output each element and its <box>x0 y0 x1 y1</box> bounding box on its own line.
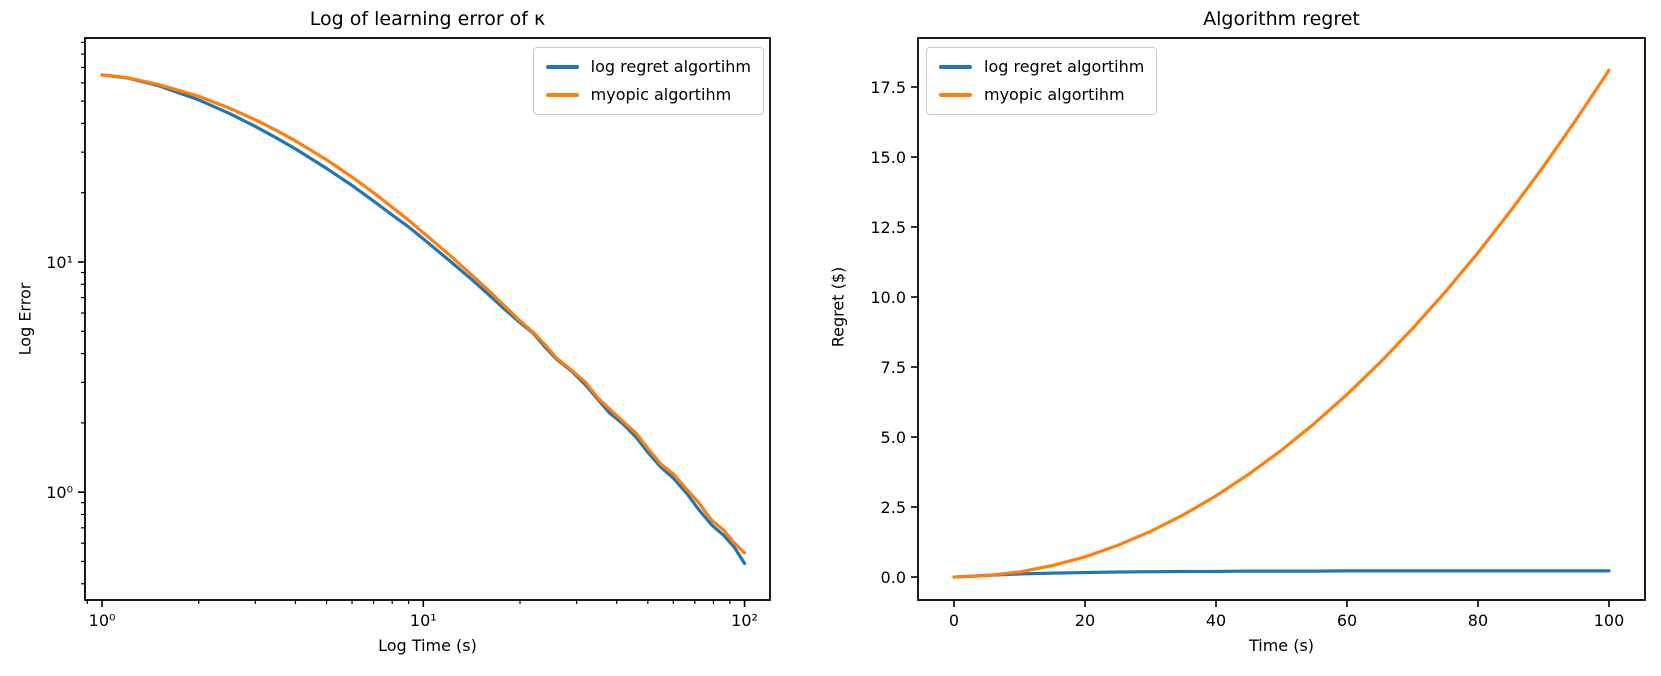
legend-item: log regret algortihm <box>545 57 751 77</box>
legend-item: log regret algortihm <box>939 57 1144 77</box>
y-tick-label: 12.5 <box>870 218 906 237</box>
y-tick-label: 10¹ <box>46 253 73 272</box>
legend-label: log regret algortihm <box>590 57 751 76</box>
x-tick-label: 10⁰ <box>89 611 116 630</box>
axes-spines <box>917 37 1646 601</box>
x-tick-label: 80 <box>1468 611 1488 630</box>
y-tick-label: 15.0 <box>870 148 906 167</box>
x-tick-label: 100 <box>1594 611 1625 630</box>
x-tick-label: 20 <box>1075 611 1095 630</box>
y-tick-label: 17.5 <box>870 78 906 97</box>
y-tick-label: 7.5 <box>881 358 906 377</box>
x-tick-label: 0 <box>949 611 959 630</box>
x-tick-label: 40 <box>1206 611 1226 630</box>
legend-line-orange <box>939 93 972 97</box>
right-y-axis-label: Regret ($) <box>828 266 848 348</box>
x-tick-label: 10¹ <box>410 611 437 630</box>
legend-label: myopic algortihm <box>984 85 1125 104</box>
left-chart-title: Log of learning error of κ <box>309 8 546 30</box>
y-tick-label: 10.0 <box>870 288 906 307</box>
legend-label: log regret algortihm <box>984 57 1145 76</box>
legend-item: myopic algortihm <box>545 85 751 105</box>
y-tick-label: 5.0 <box>881 428 906 447</box>
legend-line-blue <box>545 65 579 69</box>
x-tick-label: 10² <box>731 611 758 630</box>
legend-line-blue <box>939 65 972 69</box>
y-tick-label: 10⁰ <box>46 483 73 502</box>
legend-line-orange <box>545 93 579 97</box>
axes-spines <box>84 37 771 601</box>
legend-item: myopic algortihm <box>939 85 1144 105</box>
right-chart-title: Algorithm regret <box>1203 8 1360 30</box>
series-line <box>100 73 747 566</box>
right-legend: log regret algortihm myopic algortihm <box>926 47 1158 115</box>
series-line <box>100 73 747 555</box>
right-x-axis-label: Time (s) <box>1248 636 1315 655</box>
left-legend: log regret algortihm myopic algortihm <box>532 47 764 115</box>
x-tick-label: 60 <box>1337 611 1357 630</box>
left-x-axis-label: Log Time (s) <box>378 636 477 655</box>
series-line <box>952 569 1611 579</box>
legend-label: myopic algortihm <box>590 85 732 104</box>
y-tick-label: 2.5 <box>881 498 906 517</box>
y-tick-label: 0.0 <box>881 568 906 587</box>
series-line <box>952 68 1611 579</box>
left-y-axis-label: Log Error <box>15 282 35 356</box>
